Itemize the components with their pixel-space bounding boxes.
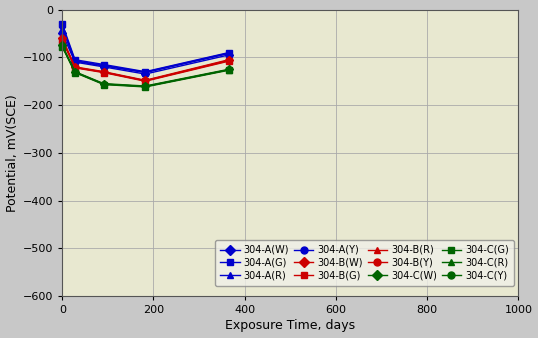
304-A(R) <box>225 51 232 55</box>
304-B(W) <box>101 70 107 74</box>
304-C(R) <box>225 68 232 72</box>
304-C(W) <box>225 67 232 71</box>
304-A(G) <box>59 22 66 26</box>
304-A(W) <box>101 65 107 69</box>
304-B(R) <box>142 79 148 83</box>
Line: 304-C(Y): 304-C(Y) <box>60 44 231 89</box>
304-A(Y) <box>142 70 148 74</box>
304-A(W) <box>142 72 148 76</box>
304-B(W) <box>59 36 66 40</box>
304-B(W) <box>142 78 148 82</box>
304-B(R) <box>101 70 107 74</box>
304-B(W) <box>225 58 232 62</box>
304-A(R) <box>142 71 148 75</box>
Line: 304-A(Y): 304-A(Y) <box>60 24 231 75</box>
304-A(W) <box>72 60 78 64</box>
304-B(W) <box>72 65 78 69</box>
Line: 304-B(W): 304-B(W) <box>60 35 231 83</box>
304-B(R) <box>59 37 66 41</box>
304-B(Y) <box>225 59 232 63</box>
304-A(R) <box>59 27 66 31</box>
304-B(G) <box>101 71 107 75</box>
Line: 304-C(R): 304-C(R) <box>60 43 231 89</box>
304-B(Y) <box>101 70 107 74</box>
304-B(Y) <box>59 38 66 42</box>
304-C(Y) <box>59 44 66 48</box>
304-C(Y) <box>225 68 232 72</box>
304-C(G) <box>59 45 66 49</box>
304-B(Y) <box>142 79 148 83</box>
304-A(G) <box>101 63 107 67</box>
304-B(R) <box>225 58 232 62</box>
Line: 304-B(G): 304-B(G) <box>60 38 231 84</box>
304-C(R) <box>72 70 78 74</box>
304-C(G) <box>225 68 232 72</box>
304-C(W) <box>59 43 66 47</box>
304-A(W) <box>225 53 232 57</box>
304-C(G) <box>142 85 148 89</box>
Line: 304-B(R): 304-B(R) <box>60 37 231 83</box>
Line: 304-C(G): 304-C(G) <box>60 44 231 90</box>
Legend: 304-A(W), 304-A(G), 304-A(R), 304-A(Y), 304-B(W), 304-B(G), 304-B(R), 304-B(Y), : 304-A(W), 304-A(G), 304-A(R), 304-A(Y), … <box>215 240 514 286</box>
304-C(G) <box>101 82 107 87</box>
304-C(W) <box>72 70 78 74</box>
304-A(Y) <box>72 59 78 63</box>
304-B(G) <box>142 79 148 83</box>
Line: 304-B(Y): 304-B(Y) <box>60 37 231 83</box>
304-A(Y) <box>59 24 66 28</box>
304-A(Y) <box>225 51 232 55</box>
Line: 304-C(W): 304-C(W) <box>60 43 231 89</box>
304-C(G) <box>72 71 78 75</box>
304-B(G) <box>72 66 78 70</box>
304-C(W) <box>101 81 107 86</box>
304-C(W) <box>142 84 148 88</box>
304-A(R) <box>101 64 107 68</box>
Y-axis label: Potential, mV(SCE): Potential, mV(SCE) <box>5 94 18 212</box>
304-A(R) <box>72 59 78 63</box>
304-C(R) <box>101 82 107 86</box>
304-B(G) <box>59 39 66 43</box>
X-axis label: Exposure Time, days: Exposure Time, days <box>225 319 356 333</box>
304-B(Y) <box>72 65 78 69</box>
304-C(R) <box>59 44 66 48</box>
304-C(R) <box>142 84 148 89</box>
304-A(G) <box>225 51 232 55</box>
304-C(Y) <box>72 70 78 74</box>
304-C(Y) <box>101 82 107 86</box>
304-B(R) <box>72 65 78 69</box>
304-A(Y) <box>101 64 107 68</box>
304-A(G) <box>72 58 78 62</box>
304-C(Y) <box>142 84 148 89</box>
304-A(G) <box>142 70 148 74</box>
304-B(G) <box>225 59 232 63</box>
Line: 304-A(W): 304-A(W) <box>60 31 231 77</box>
Line: 304-A(R): 304-A(R) <box>60 26 231 75</box>
Line: 304-A(G): 304-A(G) <box>60 21 231 74</box>
304-A(W) <box>59 31 66 35</box>
